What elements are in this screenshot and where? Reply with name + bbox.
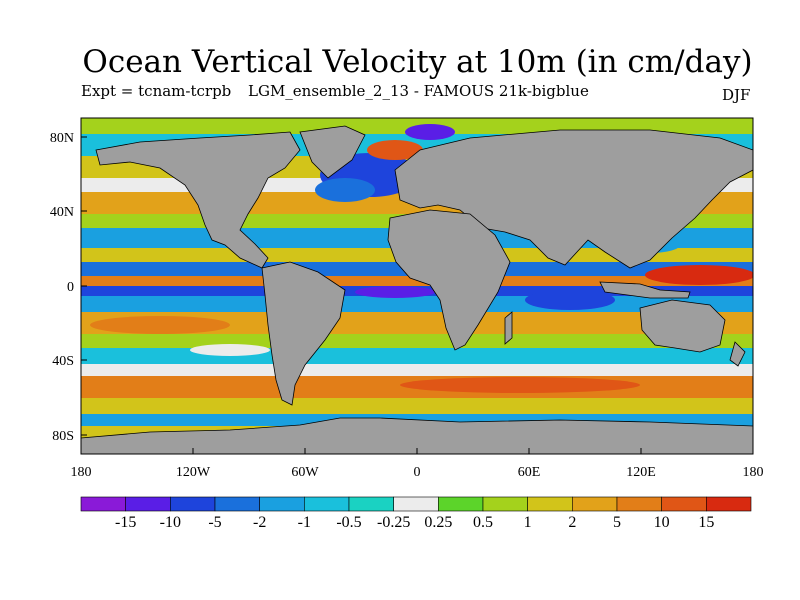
north-america xyxy=(95,131,301,269)
field-band xyxy=(81,348,753,364)
colorbar-label: -2 xyxy=(253,514,266,531)
field-blob xyxy=(190,344,270,356)
experiment-label: Expt = tcnam-tcrpb xyxy=(81,82,232,100)
season-label: DJF xyxy=(722,86,751,104)
colorbar-label: 15 xyxy=(698,514,714,531)
colorbar-label: -1 xyxy=(298,514,311,531)
colorbar-swatch xyxy=(661,496,707,512)
colorbar-swatch xyxy=(438,496,484,512)
colorbar-swatch xyxy=(616,496,662,512)
colorbar-label: 10 xyxy=(654,514,670,531)
colorbar-label: -10 xyxy=(160,514,181,531)
new-zealand xyxy=(729,341,746,367)
field-blob xyxy=(90,316,230,334)
lon-axis: 180 120W 60W 0 60E 120E 180 xyxy=(71,448,764,480)
colorbar-swatch xyxy=(259,496,305,512)
velocity-anomalies xyxy=(90,124,753,393)
colorbar-swatch xyxy=(393,496,439,512)
colorbar-swatch xyxy=(80,496,126,512)
map-area xyxy=(81,118,753,454)
madagascar xyxy=(504,311,513,345)
antarctica xyxy=(81,417,753,454)
lat-tick-label: 40N xyxy=(50,205,74,220)
colorbar-swatch xyxy=(348,496,394,512)
colorbar-label: 5 xyxy=(613,514,621,531)
colorbar-label: -0.25 xyxy=(377,514,410,531)
field-blob xyxy=(645,265,753,285)
lon-tick-label: 60E xyxy=(518,465,541,480)
lon-tick-label: 180 xyxy=(743,465,764,480)
colorbar-swatch xyxy=(214,496,260,512)
colorbar-label: -15 xyxy=(115,514,136,531)
colorbar-swatch xyxy=(482,496,528,512)
colorbar: -15 -10 -5 -2 -1 -0.5 -0.25 0.25 0.5 1 2 5 10 15 xyxy=(80,496,752,531)
colorbar-swatch xyxy=(304,496,350,512)
field-blob xyxy=(400,377,640,393)
colorbar-swatch xyxy=(170,496,216,512)
field-blob xyxy=(315,178,375,202)
lon-tick-label: 60W xyxy=(291,465,319,480)
africa xyxy=(387,209,511,351)
lon-tick-label: 120E xyxy=(626,465,656,480)
run-label: LGM_ensemble_2_13 - FAMOUS 21k-bigblue xyxy=(248,82,589,100)
land-masses xyxy=(81,125,753,454)
field-blob xyxy=(405,124,455,140)
colorbar-label: -5 xyxy=(208,514,221,531)
indonesia xyxy=(599,281,691,299)
lat-tick-label: 0 xyxy=(67,280,74,295)
lon-tick-label: 180 xyxy=(71,465,92,480)
field-band xyxy=(81,398,753,414)
field-blob xyxy=(367,140,423,160)
field-blob xyxy=(355,286,435,298)
colorbar-swatch xyxy=(572,496,618,512)
greenland xyxy=(299,125,366,179)
colorbar-swatch xyxy=(125,496,171,512)
field-band xyxy=(81,334,753,348)
field-band xyxy=(81,364,753,376)
colorbar-label: 2 xyxy=(568,514,576,531)
colorbar-swatch xyxy=(706,496,752,512)
lat-tick-label: 80N xyxy=(50,131,74,146)
lon-tick-label: 0 xyxy=(414,465,421,480)
colorbar-label: -0.5 xyxy=(336,514,361,531)
australia xyxy=(639,299,726,353)
lon-tick-label: 120W xyxy=(176,465,211,480)
colorbar-label: 1 xyxy=(524,514,532,531)
lat-axis: 80N 40N 0 40S 80S xyxy=(50,131,87,444)
colorbar-swatch xyxy=(527,496,573,512)
chart-title: Ocean Vertical Velocity at 10m (in cm/da… xyxy=(82,44,753,80)
south-america xyxy=(261,261,346,406)
lat-tick-label: 80S xyxy=(52,429,74,444)
field-band xyxy=(81,276,753,286)
field-band xyxy=(81,312,753,334)
field-blob xyxy=(525,290,615,310)
lat-tick-label: 40S xyxy=(52,354,74,369)
colorbar-label: 0.25 xyxy=(424,514,452,531)
colorbar-label: 0.5 xyxy=(473,514,493,531)
